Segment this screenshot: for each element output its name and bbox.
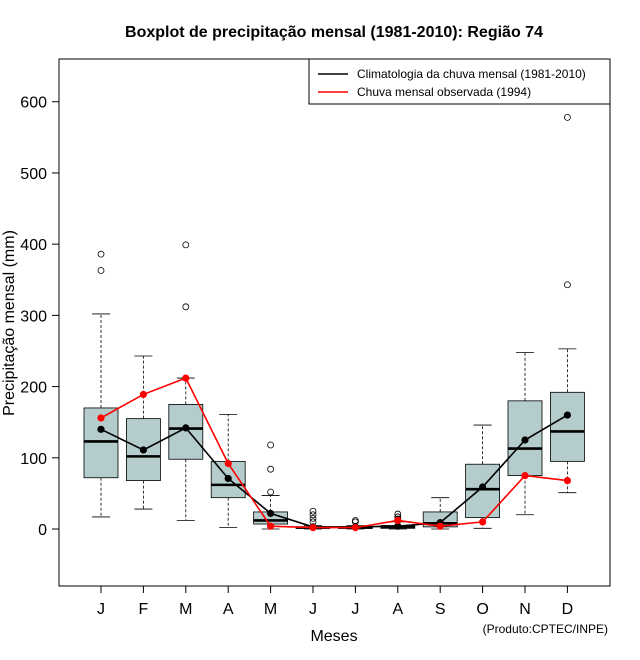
climatologia-point xyxy=(479,483,487,491)
observada-point xyxy=(97,414,105,422)
climatologia-point xyxy=(224,474,232,483)
y-tick-label: 400 xyxy=(20,237,47,254)
x-tick-label: M xyxy=(264,601,277,618)
legend-label-observada: Chuva mensal observada (1994) xyxy=(357,85,531,99)
box-iqr xyxy=(168,403,204,460)
y-tick-label: 100 xyxy=(20,451,47,468)
credit-text: (Produto:CPTEC/INPE) xyxy=(483,622,608,636)
y-axis: 0 100 200 300 400 500 600 xyxy=(20,95,59,539)
x-tick-label: J xyxy=(351,601,359,618)
box-group xyxy=(83,113,585,530)
climatologia-point xyxy=(267,509,275,517)
observada-point xyxy=(436,522,444,530)
observada-point xyxy=(182,374,190,382)
outlier-point xyxy=(97,267,105,274)
series-lines xyxy=(97,374,572,532)
plot-frame xyxy=(58,58,611,587)
outlier-point xyxy=(182,241,190,249)
observada-point xyxy=(139,390,147,399)
x-tick-label: A xyxy=(392,601,403,618)
box-month-12 xyxy=(550,113,585,494)
x-tick-label: F xyxy=(139,601,149,618)
observada-point xyxy=(479,518,487,526)
x-tick-label: J xyxy=(309,601,317,618)
legend: Climatologia da chuva mensal (1981-2010)… xyxy=(308,58,611,105)
climatologia-point xyxy=(182,424,190,432)
x-tick-label: M xyxy=(179,601,192,618)
observada-point xyxy=(224,459,232,468)
climatologia-point xyxy=(563,411,572,419)
outlier-point xyxy=(309,507,317,515)
y-tick-label: 500 xyxy=(20,166,47,183)
outlier-point xyxy=(267,465,275,473)
outlier-point xyxy=(564,113,571,121)
x-tick-label: A xyxy=(223,601,234,618)
outlier-point xyxy=(267,488,275,496)
box-iqr xyxy=(550,391,585,462)
observada-point xyxy=(521,472,529,480)
observada-point xyxy=(351,524,359,532)
box-month-4 xyxy=(210,413,246,529)
chart-title: Boxplot de precipitação mensal (1981-201… xyxy=(125,24,543,41)
observada-point xyxy=(563,477,572,485)
climatologia-point xyxy=(97,425,105,433)
observada-point xyxy=(267,522,275,530)
x-tick-label: S xyxy=(435,601,446,618)
x-tick-label: O xyxy=(476,601,488,618)
y-tick-label: 300 xyxy=(20,308,47,325)
x-axis-title: Meses xyxy=(310,628,357,645)
series-line-observada xyxy=(100,377,568,529)
observada-point xyxy=(309,524,317,532)
observada-point xyxy=(394,516,402,525)
legend-label-climatologia: Climatologia da chuva mensal (1981-2010) xyxy=(357,67,586,81)
x-tick-label: J xyxy=(97,601,105,618)
climatologia-point xyxy=(139,446,147,454)
y-tick-label: 0 xyxy=(38,522,47,539)
outlier-point xyxy=(182,303,190,311)
box-month-2 xyxy=(126,355,161,510)
outlier-point xyxy=(309,511,317,519)
outlier-point xyxy=(97,250,105,258)
box-month-10 xyxy=(465,424,501,529)
y-tick-label: 600 xyxy=(20,95,47,112)
y-tick-label: 200 xyxy=(20,380,47,397)
box-month-1 xyxy=(83,250,119,518)
climatologia-point xyxy=(521,436,529,444)
legend-box xyxy=(308,58,611,105)
climatologia-point xyxy=(394,522,402,530)
y-axis-title: Precipitação mensal (mm) xyxy=(1,230,18,416)
x-tick-label: D xyxy=(562,601,574,618)
outlier-point xyxy=(351,517,359,524)
x-tick-label: N xyxy=(519,601,531,618)
outlier-point xyxy=(564,281,571,289)
outlier-point xyxy=(309,514,317,522)
outlier-point xyxy=(267,441,275,449)
